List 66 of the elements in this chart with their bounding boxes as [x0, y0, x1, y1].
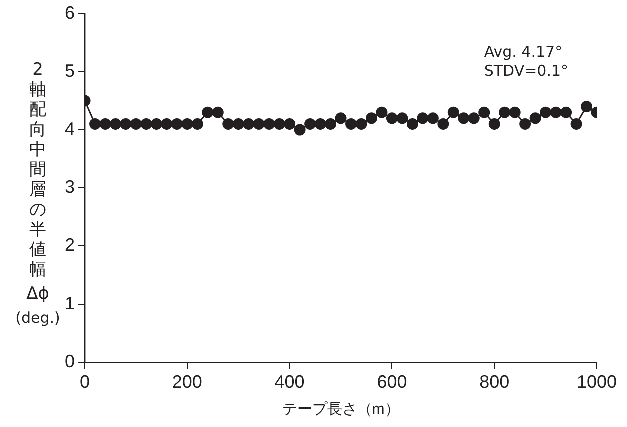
point — [345, 118, 357, 130]
point — [448, 106, 460, 118]
x-tick-label: 600 — [377, 372, 408, 392]
point — [570, 118, 582, 130]
x-axis-title: テープ長さ（m） — [282, 401, 400, 418]
point — [458, 112, 470, 124]
point — [406, 118, 418, 130]
point — [294, 124, 306, 136]
point — [427, 112, 439, 124]
point — [540, 106, 552, 118]
x-tick-label: 1000 — [576, 372, 618, 392]
point — [212, 106, 224, 118]
point — [202, 106, 214, 118]
x-tick-label: 400 — [274, 372, 305, 392]
point — [509, 106, 521, 118]
point — [396, 112, 408, 124]
point — [274, 118, 286, 130]
point — [243, 118, 255, 130]
point — [366, 112, 378, 124]
point — [499, 106, 511, 118]
point — [304, 118, 316, 130]
point — [284, 118, 296, 130]
point — [386, 112, 398, 124]
y-tick-label: 3 — [64, 177, 76, 198]
point — [550, 106, 562, 118]
point — [192, 118, 204, 130]
point — [232, 118, 244, 130]
y-tick-label: 0 — [64, 351, 76, 372]
point — [530, 112, 542, 124]
x-tick-label: 200 — [172, 372, 202, 392]
point — [90, 118, 101, 130]
text: 2軸配向中間層の半値幅 Δϕ (deg.) — [16, 60, 60, 327]
point — [130, 118, 142, 130]
point — [222, 118, 234, 130]
point — [488, 118, 500, 130]
x-tick-label: 800 — [480, 372, 510, 392]
point — [314, 118, 326, 130]
point — [253, 118, 265, 130]
point — [376, 106, 388, 118]
point — [140, 118, 152, 130]
y-tick-label: 6 — [64, 2, 76, 23]
annotation: Avg. 4.17° — [484, 43, 563, 62]
point — [110, 118, 122, 130]
point — [335, 112, 347, 124]
point — [468, 112, 480, 124]
point — [581, 101, 593, 113]
point — [171, 118, 183, 130]
y-tick-label: 5 — [64, 60, 76, 81]
point — [264, 118, 276, 130]
point — [120, 118, 132, 130]
y-tick-label: 4 — [64, 118, 76, 139]
point — [356, 118, 368, 130]
point — [417, 112, 429, 124]
point — [438, 118, 450, 130]
x-tick-label: 0 — [80, 372, 90, 392]
point — [478, 106, 490, 118]
point — [182, 118, 194, 130]
point — [100, 118, 112, 130]
point — [560, 106, 572, 118]
y-tick-label: 1 — [64, 293, 76, 314]
annotation: STDV=0.1° — [484, 62, 569, 80]
point — [325, 118, 337, 130]
point — [520, 118, 532, 130]
point — [161, 118, 173, 130]
y-tick-label: 2 — [64, 235, 76, 256]
point — [150, 118, 162, 130]
